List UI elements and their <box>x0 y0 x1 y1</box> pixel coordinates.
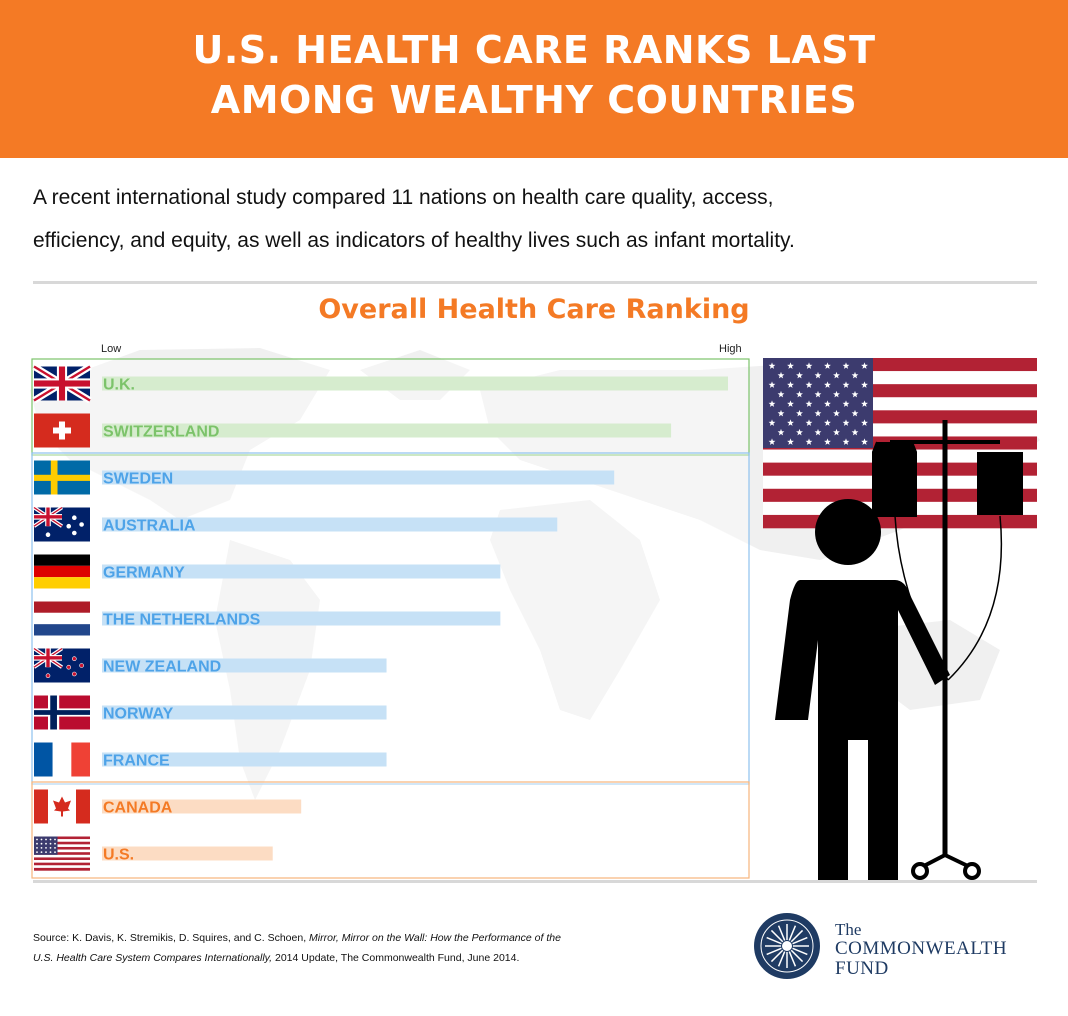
bar <box>102 423 672 438</box>
header-banner: U.S. HEALTH CARE RANKS LAST AMONG WEALTH… <box>0 0 1068 158</box>
source-suffix: 2014 Update, The Commonwealth Fund, June… <box>272 952 520 964</box>
flag-us-icon <box>34 836 90 871</box>
headline-line-2: AMONG WEALTHY COUNTRIES <box>210 78 858 122</box>
logo-line-2: COMMONWEALTH <box>835 938 1008 959</box>
flag-de-icon <box>34 554 90 589</box>
bar <box>102 799 302 814</box>
patient-illustration <box>775 420 1023 880</box>
bar <box>102 705 387 720</box>
bar-label: CANADA <box>103 800 173 817</box>
bars <box>102 376 728 861</box>
bar <box>102 658 387 673</box>
flag-ch-icon <box>34 413 90 448</box>
logo-line-1: The <box>835 920 862 939</box>
bar-labels: U.K. SWITZERLAND SWEDEN AUSTRALIA GERMANY THE… <box>103 377 261 864</box>
intro-line-2: efficiency, and equity, as well as indic… <box>33 229 795 252</box>
flag-fr-icon <box>34 742 90 777</box>
bottom-divider <box>33 880 1037 883</box>
bar <box>102 846 273 861</box>
group-box <box>31 358 750 456</box>
bar-label: NORWAY <box>103 706 174 723</box>
flag-nz-icon <box>32 646 90 683</box>
flag-nl-icon <box>34 601 90 636</box>
chart-title: Overall Health Care Ranking <box>318 294 750 325</box>
flag-uk-icon <box>32 363 92 404</box>
bar-label: NEW ZEALAND <box>103 659 221 676</box>
bar <box>102 752 387 767</box>
bar <box>102 517 558 532</box>
bar <box>102 376 728 391</box>
bar-label: U.S. <box>103 847 134 864</box>
commonwealth-fund-seal-icon <box>754 913 820 979</box>
source-title-1: Mirror, Mirror on the Wall: How the Perf… <box>309 932 561 944</box>
intro-line-1: A recent international study compared 11… <box>33 186 774 209</box>
flag-au-icon <box>32 505 90 542</box>
source-line-2: U.S. Health Care System Compares Interna… <box>33 952 519 964</box>
source-prefix: Source: K. Davis, K. Stremikis, D. Squir… <box>33 932 310 944</box>
scale-high-label: High <box>719 343 742 355</box>
bar-label: GERMANY <box>103 565 185 582</box>
headline-line-1: U.S. HEALTH CARE RANKS LAST <box>192 28 876 72</box>
bar <box>102 564 501 579</box>
bar-label: SWEDEN <box>103 471 173 488</box>
bar <box>102 470 615 485</box>
flag-ca-icon <box>34 789 90 824</box>
bar-label: AUSTRALIA <box>103 518 196 535</box>
top-divider <box>33 281 1037 284</box>
source-title-2: U.S. Health Care System Compares Interna… <box>33 952 273 964</box>
bar-label: THE NETHERLANDS <box>103 612 261 629</box>
bar <box>102 611 501 626</box>
flag-se-icon <box>34 460 90 495</box>
source-line-1: Source: K. Davis, K. Stremikis, D. Squir… <box>33 932 561 944</box>
scale-low-label: Low <box>101 343 122 355</box>
bar-label: FRANCE <box>103 753 170 770</box>
bar-label: SWITZERLAND <box>103 424 219 441</box>
group-box <box>31 781 750 879</box>
flags <box>32 363 92 871</box>
bar-label: U.K. <box>103 377 135 394</box>
logo-line-3: FUND <box>835 958 889 979</box>
flag-no-icon <box>34 695 90 730</box>
